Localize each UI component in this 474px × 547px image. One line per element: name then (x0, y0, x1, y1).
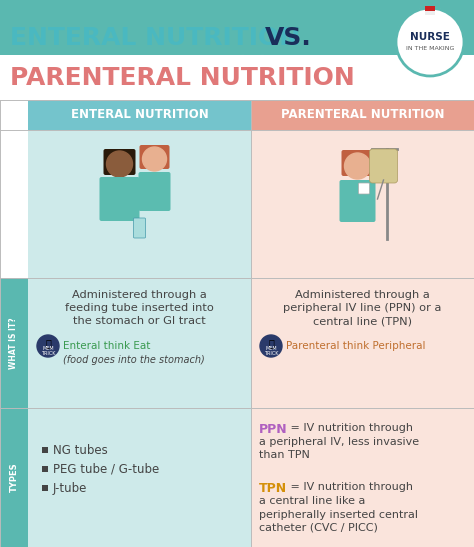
FancyBboxPatch shape (251, 100, 474, 130)
FancyBboxPatch shape (370, 149, 398, 183)
Text: Administered through a: Administered through a (295, 290, 430, 300)
Text: NG tubes: NG tubes (53, 444, 108, 457)
Text: PARENTERAL NUTRITION: PARENTERAL NUTRITION (10, 66, 355, 90)
Text: peripherally inserted central: peripherally inserted central (259, 509, 418, 520)
FancyBboxPatch shape (139, 145, 170, 169)
Text: the stomach or GI tract: the stomach or GI tract (73, 316, 206, 326)
Text: PEG tube / G-tube: PEG tube / G-tube (53, 463, 159, 476)
FancyBboxPatch shape (103, 149, 136, 175)
FancyBboxPatch shape (28, 100, 251, 130)
FancyBboxPatch shape (134, 218, 146, 238)
Text: TYPES: TYPES (9, 463, 18, 492)
FancyBboxPatch shape (341, 150, 374, 176)
Text: 💡: 💡 (45, 338, 51, 348)
Circle shape (396, 8, 464, 76)
FancyBboxPatch shape (425, 6, 435, 11)
FancyBboxPatch shape (339, 180, 375, 222)
FancyBboxPatch shape (28, 408, 251, 547)
Text: feeding tube inserted into: feeding tube inserted into (65, 303, 214, 313)
FancyBboxPatch shape (251, 278, 474, 408)
Text: MEM
TRICK: MEM TRICK (264, 346, 278, 356)
FancyBboxPatch shape (251, 408, 474, 547)
Circle shape (260, 335, 282, 357)
Text: = IV nutrition through: = IV nutrition through (287, 423, 413, 433)
Text: NURSE: NURSE (410, 32, 450, 42)
Text: TPN: TPN (259, 482, 287, 496)
FancyBboxPatch shape (42, 465, 48, 472)
Text: central line (TPN): central line (TPN) (313, 316, 412, 326)
Text: (food goes into the stomach): (food goes into the stomach) (63, 355, 205, 365)
Circle shape (345, 153, 371, 179)
Text: J-tube: J-tube (53, 482, 87, 495)
Circle shape (37, 335, 59, 357)
Text: MEM
TRICK: MEM TRICK (41, 346, 55, 356)
Text: than TPN: than TPN (259, 450, 310, 460)
Text: a central line like a: a central line like a (259, 497, 365, 507)
Circle shape (143, 147, 166, 171)
Text: IN THE MAKING: IN THE MAKING (406, 45, 454, 50)
FancyBboxPatch shape (358, 183, 370, 194)
FancyBboxPatch shape (42, 446, 48, 452)
FancyBboxPatch shape (0, 55, 474, 110)
Text: = IV nutrition through: = IV nutrition through (287, 482, 413, 492)
Text: a peripheral IV, less invasive: a peripheral IV, less invasive (259, 437, 419, 447)
FancyBboxPatch shape (425, 11, 435, 15)
Text: 💡: 💡 (268, 338, 274, 348)
Circle shape (107, 151, 133, 177)
Text: peripheral IV line (PPN) or a: peripheral IV line (PPN) or a (283, 303, 442, 313)
FancyBboxPatch shape (251, 130, 474, 278)
FancyBboxPatch shape (100, 177, 139, 221)
Text: VS.: VS. (265, 26, 312, 50)
FancyBboxPatch shape (28, 278, 251, 408)
Text: Administered through a: Administered through a (72, 290, 207, 300)
Text: PPN: PPN (259, 423, 288, 436)
Text: catheter (CVC / PICC): catheter (CVC / PICC) (259, 522, 378, 532)
FancyBboxPatch shape (0, 408, 28, 547)
Text: Parenteral think Peripheral: Parenteral think Peripheral (286, 341, 426, 351)
Text: WHAT IS IT?: WHAT IS IT? (9, 317, 18, 369)
FancyBboxPatch shape (0, 278, 28, 408)
Text: PARENTERAL NUTRITION: PARENTERAL NUTRITION (281, 108, 444, 121)
Text: ENTERAL NUTRITION: ENTERAL NUTRITION (10, 26, 309, 50)
Text: Enteral think Eat: Enteral think Eat (63, 341, 150, 351)
Text: ENTERAL NUTRITION: ENTERAL NUTRITION (71, 108, 209, 121)
FancyBboxPatch shape (28, 130, 251, 278)
FancyBboxPatch shape (42, 485, 48, 491)
FancyBboxPatch shape (138, 172, 171, 211)
